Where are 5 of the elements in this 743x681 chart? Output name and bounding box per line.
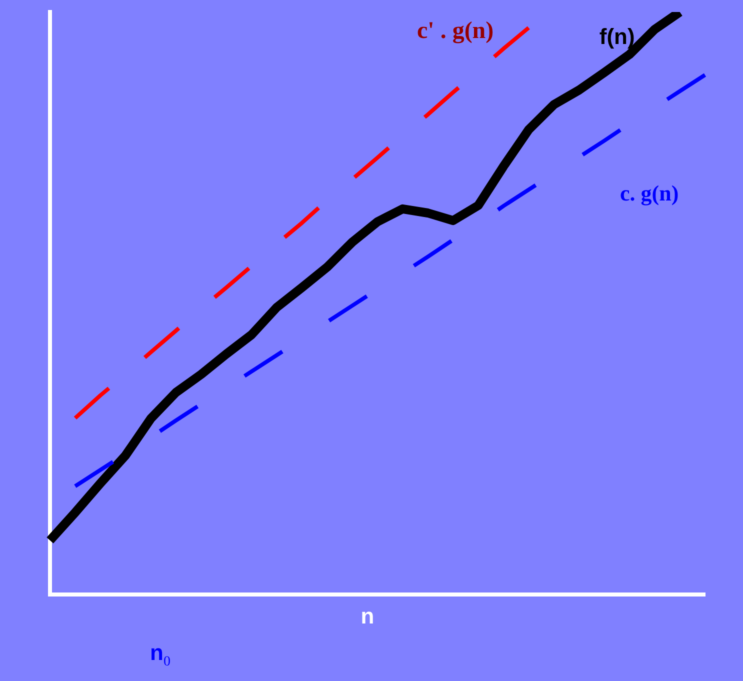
series-label: c' . g(n) [417,18,494,44]
series-label: f(n) [599,24,635,50]
series-label: c. g(n) [620,180,679,206]
x-axis-title: n [360,604,374,629]
text: n$_{0}$ [150,640,170,670]
